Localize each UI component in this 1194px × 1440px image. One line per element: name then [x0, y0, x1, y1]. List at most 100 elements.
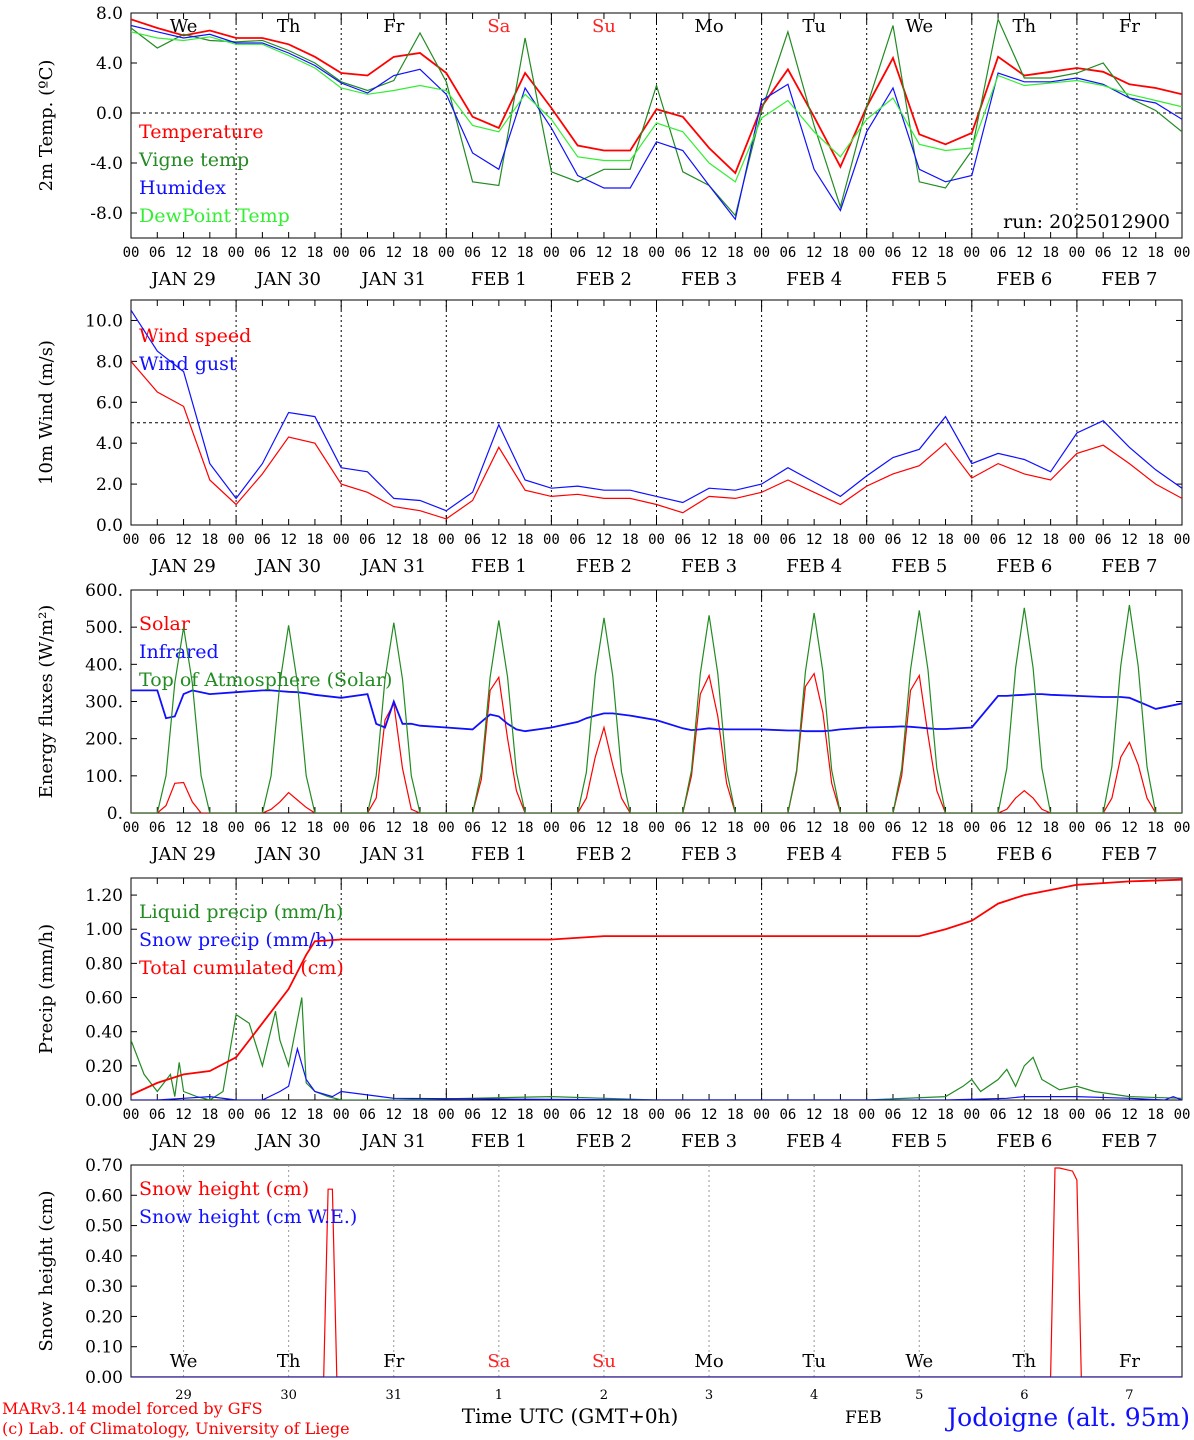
weekday-label: Tu: [802, 16, 826, 37]
x-hour-label: 12: [280, 820, 297, 836]
x-hour-label: 06: [254, 245, 271, 261]
y-tick-label: 0.00: [85, 1368, 123, 1388]
y-tick-label: 4.0: [96, 54, 123, 74]
x-day-label: FEB 7: [1101, 556, 1157, 577]
x-day-label: FEB 3: [681, 1131, 737, 1152]
x-day-label: FEB 2: [576, 844, 632, 865]
x-hour-label: 06: [359, 245, 376, 261]
x-day-label: FEB 3: [681, 556, 737, 577]
x-day-label: FEB 6: [996, 1131, 1052, 1152]
x-hour-label: 06: [569, 1107, 586, 1123]
credit-lab: (c) Lab. of Climatology, University of L…: [2, 1419, 350, 1438]
x-day-label: JAN 30: [254, 1131, 321, 1152]
x-hour-label: 12: [596, 820, 613, 836]
legend-entry: Snow height (cm W.E.): [139, 1206, 357, 1228]
x-hour-label: 00: [228, 532, 245, 548]
x-hour-label: 06: [359, 532, 376, 548]
y-tick-label: 100.: [85, 767, 123, 787]
x-hour-label: 00: [753, 1107, 770, 1123]
x-hour-label: 12: [596, 1107, 613, 1123]
x-hour-label: 12: [490, 532, 507, 548]
y-tick-label: 0.0: [96, 104, 123, 124]
y-axis-title: 10m Wind (m/s): [36, 340, 57, 485]
x-hour-label: 18: [937, 820, 954, 836]
weekday-label: Th: [1013, 16, 1037, 37]
x-hour-label: 18: [306, 820, 323, 836]
weekday-label: Tu: [802, 1351, 826, 1372]
x-hour-label: 18: [412, 1107, 429, 1123]
x-hour-label: 06: [569, 532, 586, 548]
x-hour-label: 12: [911, 532, 928, 548]
x-hour-label: 12: [911, 820, 928, 836]
x-hour-label: 00: [1174, 1107, 1191, 1123]
x-hour-label: 06: [885, 532, 902, 548]
weekday-label: Fr: [383, 16, 404, 37]
x-hour-label: 06: [674, 245, 691, 261]
x-hour-label: 06: [149, 245, 166, 261]
x-day-label: FEB 1: [471, 269, 527, 290]
y-tick-label: 4.0: [96, 434, 123, 454]
x-day-label: FEB 3: [681, 269, 737, 290]
series-line: [131, 24, 1182, 221]
weekday-label: Th: [277, 1351, 301, 1372]
x-day-label: FEB 2: [576, 269, 632, 290]
x-day-label: FEB 2: [576, 556, 632, 577]
panels-layer: 8.04.00.0-4.0-8.02m Temp. (ºC)00 06 12 18 00…: [36, 4, 1190, 1403]
x-hour-label: 12: [1121, 820, 1138, 836]
x-day-label: JAN 29: [149, 269, 216, 290]
legend-entry: Total cumulated (cm): [139, 957, 344, 979]
x-hour-label: 00: [648, 532, 665, 548]
x-hour-label: 00: [123, 532, 140, 548]
y-tick-label: 400.: [85, 655, 123, 675]
x-hour-label: 18: [937, 532, 954, 548]
weekday-label: Fr: [1119, 16, 1140, 37]
x-hour-label: 18: [201, 532, 218, 548]
x-hour-label: 00: [963, 1107, 980, 1123]
x-hour-label: 00: [228, 820, 245, 836]
y-tick-label: 1.20: [85, 886, 123, 906]
x-hour-label: 18: [201, 1107, 218, 1123]
feb-month-label: FEB: [845, 1408, 882, 1428]
x-hour-label: 06: [990, 1107, 1007, 1123]
legend-entry: Snow precip (mm/h): [139, 929, 335, 951]
footer: MARv3.14 model forced by GFS (c) Lab. of…: [2, 1399, 1190, 1438]
x-hour-label: 00: [858, 1107, 875, 1123]
x-day-label: FEB 4: [786, 269, 842, 290]
x-hour-label: 06: [1095, 532, 1112, 548]
y-tick-label: 0.80: [85, 954, 123, 974]
y-tick-label: 0.20: [85, 1307, 123, 1327]
x-hour-label: 06: [1095, 245, 1112, 261]
x-hour-label: 00: [1174, 532, 1191, 548]
x-hour-label: 06: [990, 245, 1007, 261]
x-hour-label: 06: [1095, 820, 1112, 836]
y-tick-label: 0.: [107, 804, 123, 824]
x-day-label: FEB 7: [1101, 1131, 1157, 1152]
x-hour-label: 00: [858, 245, 875, 261]
x-hour-label: 06: [885, 820, 902, 836]
x-hour-label: 12: [490, 1107, 507, 1123]
y-tick-label: -8.0: [90, 204, 123, 224]
x-hour-label: 12: [175, 532, 192, 548]
legend-entry: Vigne temp: [138, 149, 249, 171]
x-hour-label: 18: [727, 245, 744, 261]
weekday-label: We: [905, 1351, 933, 1372]
day-number-label: 4: [810, 1388, 818, 1403]
legend-entry: Solar: [139, 613, 191, 635]
x-hour-label: 00: [123, 245, 140, 261]
x-hour-label: 06: [674, 1107, 691, 1123]
weekday-label: Mo: [694, 1351, 723, 1372]
x-hour-label: 06: [464, 532, 481, 548]
x-hour-label: 00: [1174, 820, 1191, 836]
x-day-label: FEB 5: [891, 556, 947, 577]
x-hour-label: 18: [1147, 820, 1164, 836]
x-hour-label: 18: [727, 532, 744, 548]
x-hour-label: 00: [1068, 1107, 1085, 1123]
weekday-label: Fr: [1119, 1351, 1140, 1372]
x-day-label: FEB 1: [471, 1131, 527, 1152]
x-hour-label: 00: [333, 820, 350, 836]
x-hour-label: 00: [543, 532, 560, 548]
day-number-label: 29: [175, 1388, 192, 1403]
x-hour-label: 12: [701, 245, 718, 261]
x-hour-label: 06: [885, 1107, 902, 1123]
x-hour-label: 00: [963, 820, 980, 836]
